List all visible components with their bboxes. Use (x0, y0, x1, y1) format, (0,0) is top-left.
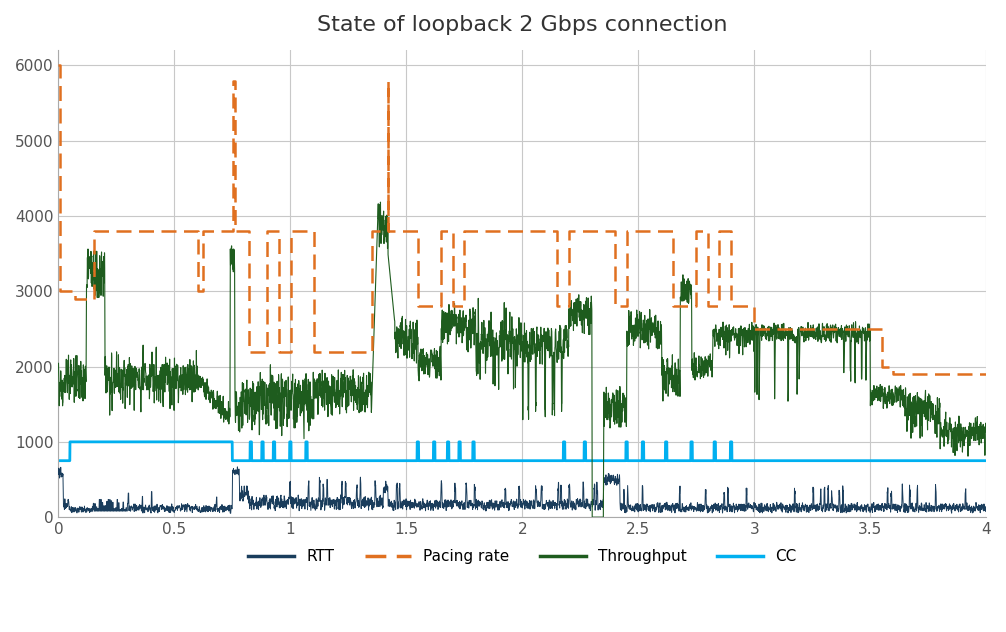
Title: State of loopback 2 Gbps connection: State of loopback 2 Gbps connection (317, 15, 727, 35)
Legend: RTT, Pacing rate, Throughput, CC: RTT, Pacing rate, Throughput, CC (242, 543, 803, 570)
